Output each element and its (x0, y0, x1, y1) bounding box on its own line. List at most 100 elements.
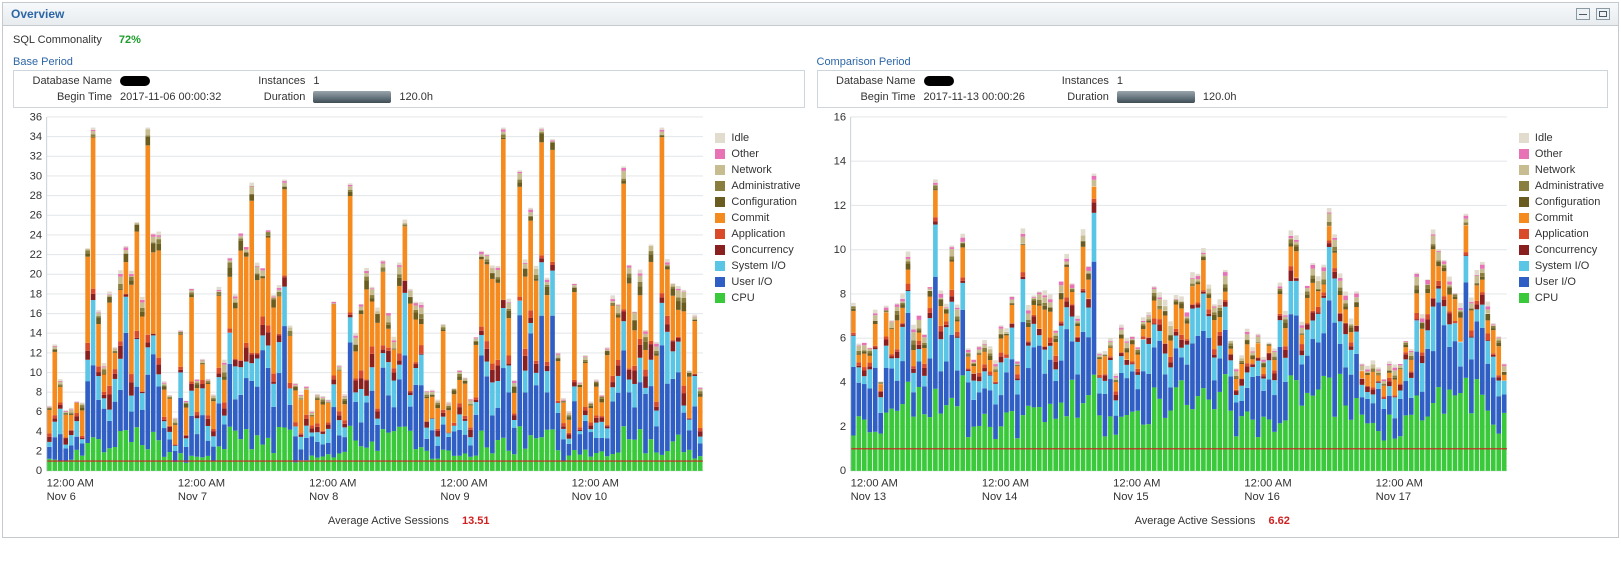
svg-text:12:00 AM: 12:00 AM (440, 478, 487, 490)
svg-text:16: 16 (833, 111, 845, 123)
instances-label: Instances (1049, 75, 1109, 87)
svg-text:Nov 16: Nov 16 (1244, 491, 1279, 503)
legend-item-concurrency: Concurrency (715, 244, 800, 256)
idle-swatch (715, 133, 725, 143)
begin-time-value: 2017-11-13 00:00:26 (924, 91, 1025, 103)
svg-text:18: 18 (30, 288, 42, 300)
svg-text:0: 0 (839, 465, 845, 477)
overview-panel: Overview SQL Commonality 72% Base Period… (2, 2, 1619, 538)
period-title: Comparison Period (817, 54, 1609, 70)
svg-text:12:00 AM: 12:00 AM (850, 478, 897, 490)
svg-text:4: 4 (36, 426, 42, 438)
concurrency-swatch (1519, 245, 1529, 255)
other-swatch (1519, 149, 1529, 159)
avg-active-sessions-value: 6.62 (1269, 515, 1290, 527)
svg-text:16: 16 (30, 308, 42, 320)
active-sessions-chart: 02468101214161820222426283032343612:00 A… (13, 108, 707, 511)
instances-value: 1 (1117, 75, 1123, 87)
sql-commonality-value: 72% (119, 34, 141, 46)
legend-label: Network (731, 164, 771, 176)
legend-item-systemio: System I/O (1519, 260, 1604, 272)
idle-swatch (1519, 133, 1529, 143)
legend-item-cpu: CPU (1519, 292, 1604, 304)
legend-label: Application (731, 228, 785, 240)
avg-active-sessions: Average Active Sessions 13.51 (13, 515, 805, 527)
duration-bar (1117, 91, 1195, 103)
cpu-swatch (1519, 293, 1529, 303)
legend-item-userio: User I/O (1519, 276, 1604, 288)
svg-text:22: 22 (30, 249, 42, 261)
legend-item-idle: Idle (1519, 132, 1604, 144)
svg-text:8: 8 (36, 387, 42, 399)
legend-item-idle: Idle (715, 132, 800, 144)
maximize-button[interactable] (1596, 8, 1610, 20)
network-swatch (1519, 165, 1529, 175)
svg-text:4: 4 (839, 377, 845, 389)
base-period: Base Period Database Name Begin Time 201… (13, 54, 805, 527)
panel-header: Overview (3, 3, 1618, 26)
userio-swatch (715, 277, 725, 287)
svg-text:10: 10 (30, 367, 42, 379)
legend-item-commit: Commit (715, 212, 800, 224)
legend-item-configuration: Configuration (715, 196, 800, 208)
administrative-swatch (715, 181, 725, 191)
legend-item-administrative: Administrative (1519, 180, 1604, 192)
db-name-label: Database Name (20, 75, 112, 87)
application-swatch (715, 229, 725, 239)
duration-value: 120.0h (1203, 91, 1237, 103)
legend-item-configuration: Configuration (1519, 196, 1604, 208)
legend-label: CPU (1535, 292, 1558, 304)
other-swatch (715, 149, 725, 159)
legend-label: CPU (731, 292, 754, 304)
duration-value: 120.0h (399, 91, 433, 103)
db-name-label: Database Name (824, 75, 916, 87)
systemio-swatch (1519, 261, 1529, 271)
legend-label: Concurrency (1535, 244, 1597, 256)
period-info: Database Name Begin Time 2017-11-13 00:0… (817, 70, 1609, 108)
period-title: Base Period (13, 54, 805, 70)
svg-text:24: 24 (30, 229, 42, 241)
period-info: Database Name Begin Time 2017-11-06 00:0… (13, 70, 805, 108)
legend-label: Configuration (1535, 196, 1600, 208)
begin-time-label: Begin Time (824, 91, 916, 103)
chart-legend: Idle Other Network Administrative Config… (707, 108, 804, 304)
svg-text:12:00 AM: 12:00 AM (47, 478, 94, 490)
svg-text:14: 14 (833, 156, 845, 168)
legend-item-application: Application (715, 228, 800, 240)
begin-time-label: Begin Time (20, 91, 112, 103)
svg-text:20: 20 (30, 269, 42, 281)
avg-active-sessions: Average Active Sessions 6.62 (817, 515, 1609, 527)
svg-text:2: 2 (36, 446, 42, 458)
legend-label: Commit (731, 212, 769, 224)
svg-text:Nov 15: Nov 15 (1113, 491, 1148, 503)
svg-text:Nov 14: Nov 14 (981, 491, 1016, 503)
legend-item-concurrency: Concurrency (1519, 244, 1604, 256)
svg-text:12: 12 (833, 200, 845, 212)
svg-text:6: 6 (839, 333, 845, 345)
svg-text:12:00 AM: 12:00 AM (309, 478, 356, 490)
svg-text:12:00 AM: 12:00 AM (1113, 478, 1160, 490)
legend-label: User I/O (731, 276, 772, 288)
svg-text:12:00 AM: 12:00 AM (1244, 478, 1291, 490)
svg-text:Nov 13: Nov 13 (850, 491, 885, 503)
legend-label: Commit (1535, 212, 1573, 224)
sql-commonality-label: SQL Commonality (13, 34, 102, 46)
avg-active-sessions-value: 13.51 (462, 515, 490, 527)
legend-label: System I/O (731, 260, 785, 272)
instances-label: Instances (245, 75, 305, 87)
svg-text:Nov 8: Nov 8 (309, 491, 338, 503)
legend-item-userio: User I/O (715, 276, 800, 288)
begin-time-value: 2017-11-06 00:00:32 (120, 91, 221, 103)
svg-text:0: 0 (36, 465, 42, 477)
svg-text:12: 12 (30, 347, 42, 359)
minimize-button[interactable] (1576, 8, 1590, 20)
legend-label: Administrative (1535, 180, 1604, 192)
legend-item-commit: Commit (1519, 212, 1604, 224)
legend-label: Idle (731, 132, 749, 144)
svg-text:Nov 17: Nov 17 (1375, 491, 1410, 503)
legend-item-network: Network (715, 164, 800, 176)
legend-item-administrative: Administrative (715, 180, 800, 192)
svg-text:28: 28 (30, 190, 42, 202)
legend-label: Configuration (731, 196, 796, 208)
svg-text:34: 34 (30, 131, 42, 143)
